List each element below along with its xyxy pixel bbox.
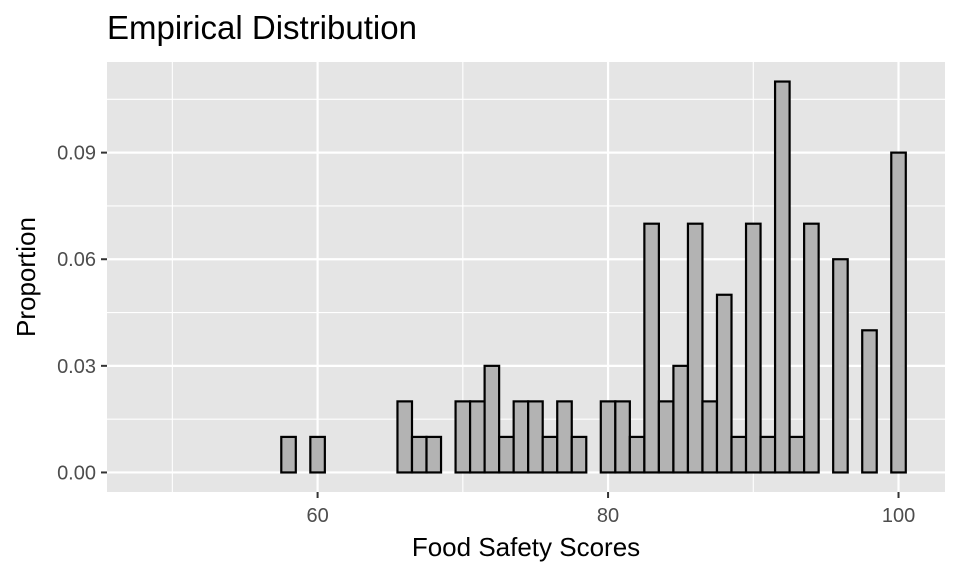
histogram-bar [614, 400, 631, 474]
y-tick-label: 0.09 [57, 143, 96, 165]
histogram-bar [744, 222, 762, 474]
histogram-bar [657, 400, 675, 474]
x-tick-label: 80 [597, 505, 619, 527]
histogram-bar [803, 222, 820, 474]
histogram-bar [788, 435, 806, 474]
histogram-bar [527, 400, 544, 474]
histogram-bar [468, 400, 486, 474]
histogram-bar [832, 258, 849, 474]
histogram-bar [309, 435, 326, 474]
histogram-bar [730, 435, 748, 474]
histogram-bar [628, 435, 646, 474]
histogram-bar [599, 400, 617, 474]
histogram-bar [512, 400, 530, 474]
histogram-bar [396, 400, 414, 474]
y-axis: 0.00 0.03 0.06 0.09 [57, 143, 107, 484]
y-tick-label: 0.06 [57, 249, 96, 271]
histogram-bar [541, 435, 559, 474]
chart-title: Empirical Distribution [107, 9, 417, 46]
x-tick-label: 100 [882, 505, 915, 527]
histogram-bar [483, 364, 501, 474]
histogram-bar [570, 435, 588, 474]
histogram-bar [773, 80, 791, 474]
x-axis: 60 80 100 [306, 492, 915, 527]
histogram-bars [280, 80, 907, 474]
histogram-bar [890, 151, 907, 474]
y-tick-label: 0.03 [57, 356, 96, 378]
histogram-bar [498, 435, 515, 474]
histogram-bar [454, 400, 472, 474]
histogram-bar [686, 222, 704, 474]
histogram-bar [759, 435, 777, 474]
x-tick-label: 60 [306, 505, 328, 527]
histogram-bar [715, 293, 733, 474]
histogram-bar [701, 400, 719, 474]
histogram-bar [556, 400, 573, 474]
histogram-bar [672, 364, 690, 474]
histogram-bar [425, 435, 443, 474]
histogram-bar [861, 329, 878, 474]
histogram-bar [643, 222, 660, 474]
y-tick-label: 0.00 [57, 462, 96, 484]
x-axis-title: Food Safety Scores [412, 532, 640, 562]
y-axis-title: Proportion [11, 217, 41, 337]
histogram-bar [410, 435, 428, 474]
histogram-bar [280, 435, 297, 474]
